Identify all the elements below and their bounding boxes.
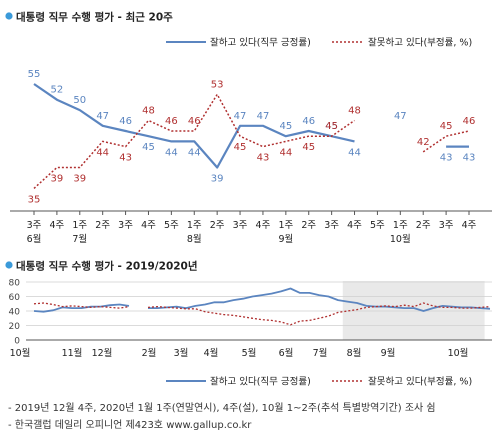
- chart1-positive-data-label: 46: [302, 116, 315, 127]
- chart1-x-tick-week: 5주: [370, 220, 385, 231]
- chart2-x-tick-label: 10월: [448, 347, 469, 359]
- chart1-x-tick-week: 2주: [301, 220, 316, 231]
- chart2-x-tick-label: 5월: [242, 347, 257, 359]
- chart1-negative-data-label: 48: [142, 106, 155, 117]
- footnote-1: - 2019년 12월 4주, 2020년 1월 1주(연말연시), 4주(설)…: [8, 403, 436, 414]
- title-bullet-icon: [5, 12, 13, 20]
- chart1-positive-data-label: 45: [142, 142, 155, 153]
- chart1-positive-data-label: 39: [211, 174, 224, 185]
- chart1-negative-data-label: 39: [51, 174, 64, 185]
- chart2-x-tick-label: 11월: [62, 347, 83, 359]
- chart1-negative-data-label: 53: [211, 79, 224, 90]
- chart1-negative-line: [33, 93, 355, 189]
- chart1-negative-data-label: 35: [28, 194, 41, 205]
- chart1-positive-data-label: 45: [325, 121, 338, 132]
- chart1-x-tick-week: 3주: [233, 220, 248, 231]
- chart2-legend-negative-label: 잘못하고 있다(부정률, %): [368, 376, 472, 388]
- footnote-2: - 한국갤럽 데일리 오피니언 제423호 www.gallup.co.kr: [8, 420, 252, 431]
- chart1-x-tick-month: 8월: [187, 233, 202, 245]
- chart1-positive-data-label: 47: [394, 111, 407, 122]
- chart1-x-tick-week: 4주: [256, 220, 271, 231]
- chart1-x-tick-month: 9월: [278, 233, 293, 245]
- chart1-positive-data-label: 52: [51, 85, 64, 96]
- chart2-y-tick-label: 80: [9, 279, 21, 289]
- chart1-x-tick-month: 6월: [27, 233, 42, 245]
- chart2-title: 대통령 직무 수행 평가 - 2019/2020년: [16, 260, 198, 273]
- chart1-x-tick-week: 4주: [49, 220, 64, 231]
- chart2-positive-line: [148, 287, 491, 312]
- chart1-negative-data-label: 43: [119, 153, 132, 164]
- chart1-x-tick-week: 2주: [210, 220, 225, 231]
- chart2-x-tick-label: 9월: [381, 347, 396, 359]
- chart1-negative-data-label: 46: [463, 116, 476, 127]
- chart1-x-tick-month: 10월: [390, 233, 411, 245]
- chart2-x-tick-label: 4월: [204, 347, 219, 359]
- chart2-x-tick-label: 7월: [313, 347, 328, 359]
- chart2-x-tick-label: 6월: [279, 347, 294, 359]
- chart1-x-tick-week: 2주: [95, 220, 110, 231]
- chart1-x-tick-month: 7월: [72, 233, 87, 245]
- chart2-x-tick-label: 10월: [10, 347, 31, 359]
- chart1-x-tick-week: 1주: [393, 220, 408, 231]
- chart2-x-tick-label: 12월: [92, 347, 113, 359]
- chart1-positive-data-label: 47: [96, 111, 109, 122]
- chart1-positive-data-label: 47: [257, 111, 270, 122]
- chart1-x-tick-week: 1주: [72, 220, 87, 231]
- chart1-negative-data-label: 45: [234, 142, 247, 153]
- chart2-x-tick-label: 8월: [347, 347, 362, 359]
- chart1-x-tick-week: 3주: [324, 220, 339, 231]
- chart1-legend-negative-label: 잘못하고 있다(부정률, %): [368, 37, 472, 49]
- chart1-negative-data-label: 46: [165, 116, 178, 127]
- chart1-x-tick-week: 3주: [439, 220, 454, 231]
- chart1-negative-data-label: 44: [279, 147, 292, 158]
- chart1-positive-data-label: 47: [234, 111, 247, 122]
- chart1-positive-line: [33, 83, 355, 169]
- chart1-negative-data-label: 42: [417, 137, 430, 148]
- chart1-x-tick-week: 2주: [416, 220, 431, 231]
- chart1-x-tick-week: 5주: [164, 220, 179, 231]
- chart1-x-tick-week: 3주: [118, 220, 133, 231]
- chart2-legend-positive-label: 잘하고 있다(직무 긍정률): [210, 376, 311, 388]
- chart1-positive-data-label: 44: [188, 147, 201, 158]
- chart2-y-tick-label: 60: [9, 293, 21, 303]
- title-bullet-icon: [5, 261, 13, 269]
- chart2-x-tick-label: 3월: [174, 347, 189, 359]
- chart1-positive-data-label: 44: [165, 147, 178, 158]
- footnotes: - 2019년 12월 4주, 2020년 1월 1주(연말연시), 4주(설)…: [8, 400, 436, 434]
- chart1-negative-data-label: 45: [440, 121, 453, 132]
- chart1-negative-data-label: 45: [302, 142, 315, 153]
- chart1-negative-data-label: 46: [188, 116, 201, 127]
- chart1-x-tick-week: 3주: [27, 220, 42, 231]
- chart2-y-tick-label: 0: [14, 337, 20, 347]
- chart1-negative-data-label: 45: [325, 121, 338, 132]
- chart2-positive-line: [33, 303, 130, 313]
- chart1-x-tick-week: 4주: [347, 220, 362, 231]
- chart1-negative-data-label: 39: [73, 174, 86, 185]
- chart1-positive-data-label: 45: [279, 121, 292, 132]
- chart1-positive-data-label: 50: [73, 95, 86, 106]
- chart1-negative-data-label: 48: [348, 106, 361, 117]
- chart2-highlight-band: [342, 281, 485, 340]
- chart2-y-tick-label: 40: [9, 308, 21, 318]
- chart1-negative-line: [422, 130, 470, 153]
- chart2-negative-line: [147, 302, 491, 326]
- chart1-negative-data-label: 43: [257, 153, 270, 164]
- chart1-x-tick-week: 4주: [462, 220, 477, 231]
- chart1-positive-data-label: 44: [348, 147, 361, 158]
- chart1-x-tick-week: 1주: [278, 220, 293, 231]
- chart1-positive-data-label: 43: [440, 153, 453, 164]
- chart1-positive-data-label: 55: [28, 69, 41, 80]
- chart2-y-tick-label: 20: [9, 322, 21, 332]
- chart1-legend-positive-label: 잘하고 있다(직무 긍정률): [210, 37, 311, 49]
- chart1-x-tick-week: 1주: [187, 220, 202, 231]
- chart1-title: 대통령 직무 수행 평가 - 최근 20주: [16, 11, 173, 24]
- chart2-x-tick-label: 2월: [142, 347, 157, 359]
- chart1-negative-data-label: 44: [96, 147, 109, 158]
- chart1-x-tick-week: 4주: [141, 220, 156, 231]
- chart1-positive-data-label: 43: [463, 153, 476, 164]
- chart1-positive-data-label: 46: [119, 116, 132, 127]
